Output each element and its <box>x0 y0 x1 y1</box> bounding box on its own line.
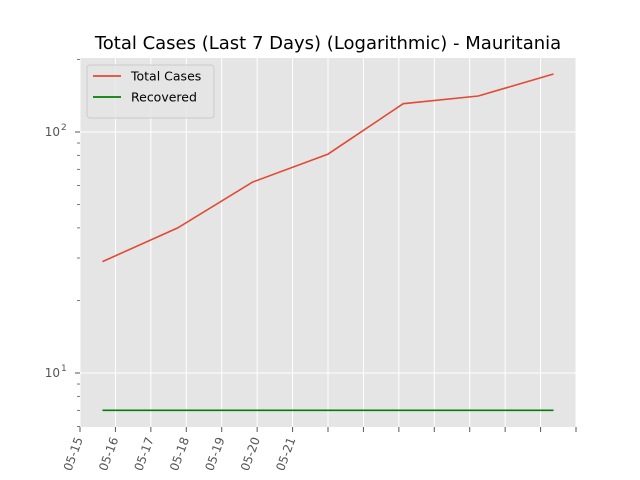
x-tick-label: 05-18 <box>167 435 192 473</box>
y-tick-label: 10 <box>45 125 60 139</box>
y-tick-exponent: 1 <box>61 364 67 374</box>
x-tick-label: 05-16 <box>96 435 121 473</box>
legend-box <box>86 64 215 119</box>
x-tick-label: 05-21 <box>273 435 298 473</box>
x-axis: 05-15 05-16 05-17 05-18 05-19 05-20 05-21 <box>61 427 577 473</box>
series-layer <box>102 73 554 412</box>
x-tick-label: 05-19 <box>202 435 227 473</box>
y-tick-exponent: 2 <box>61 123 67 133</box>
x-tick-label: 05-20 <box>238 435 263 473</box>
legend-label: Total Cases <box>130 69 201 84</box>
series-line-0 <box>102 73 554 263</box>
chart-title: Total Cases (Last 7 Days) (Logarithmic) … <box>94 33 561 54</box>
x-tick-label: 05-15 <box>61 435 86 473</box>
y-tick-label: 10 <box>45 366 60 380</box>
legend-label: Recovered <box>131 90 197 105</box>
x-tick-label: 05-17 <box>132 435 157 473</box>
grid <box>79 58 577 427</box>
legend: Total Cases Recovered <box>86 64 215 119</box>
